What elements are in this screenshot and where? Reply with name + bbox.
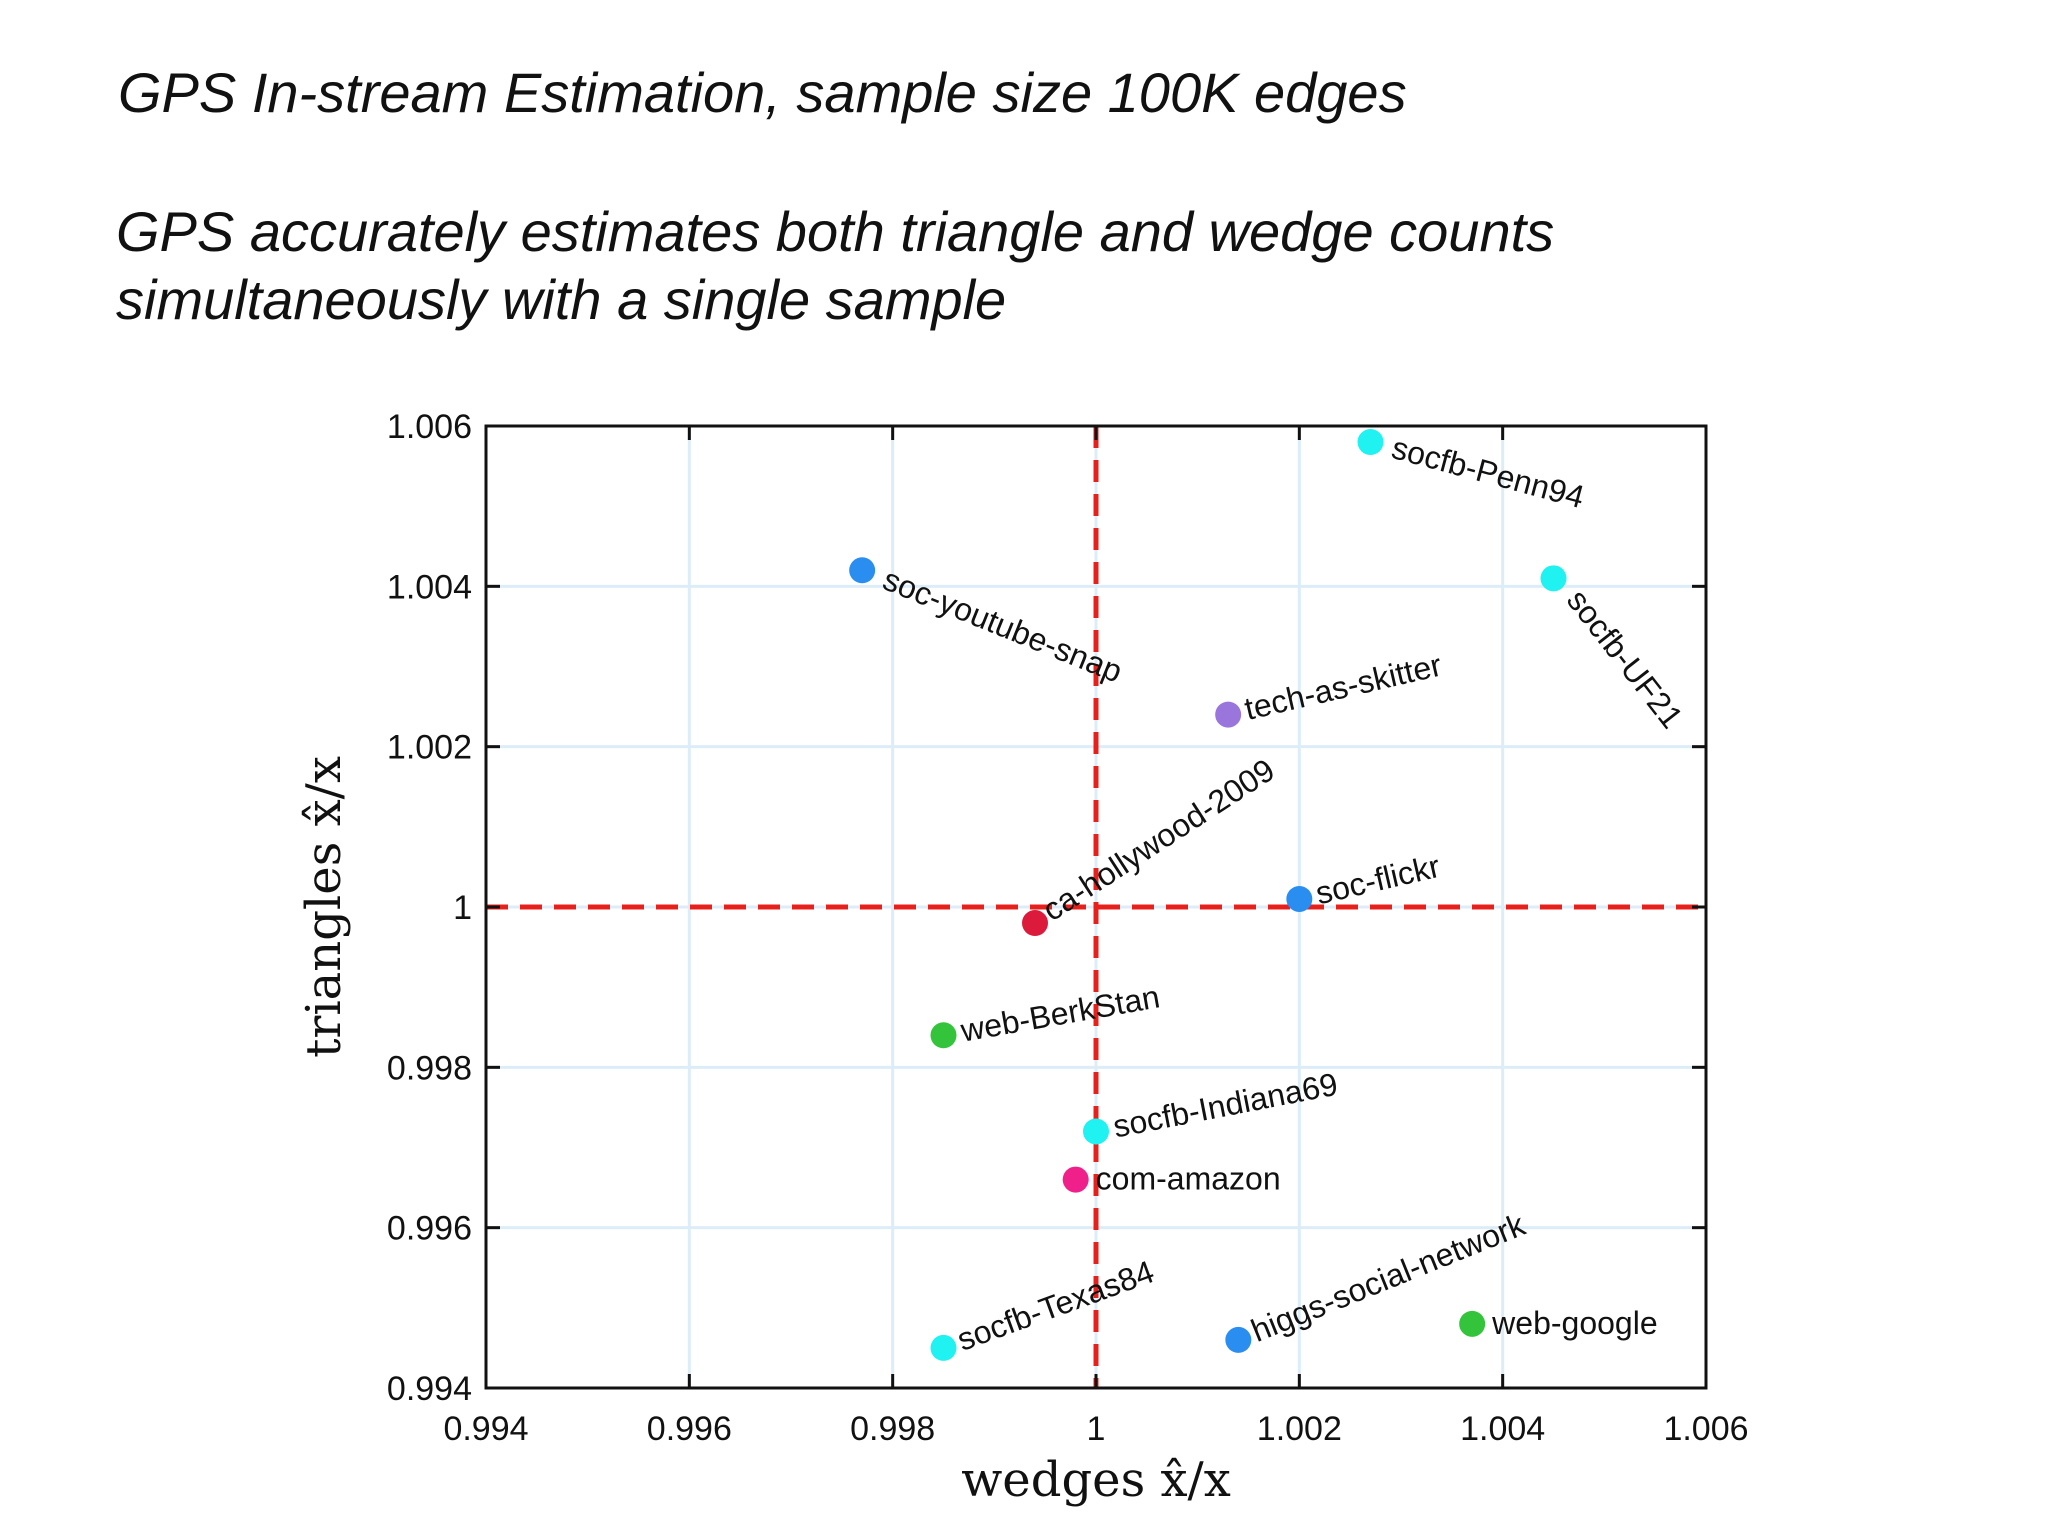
y-axis-title: triangles x̂/x: [296, 756, 352, 1058]
data-point-socfb-Indiana69: [1083, 1118, 1109, 1145]
y-tick-label: 1.004: [387, 568, 472, 606]
data-point-soc-youtube-snap: [849, 557, 876, 584]
data-point-tech-as-skitter: [1215, 701, 1242, 728]
x-tick-label: 1.002: [1257, 1410, 1342, 1448]
data-point-socfb-UF21: [1540, 565, 1567, 592]
y-tick-label: 1.006: [387, 408, 472, 446]
data-point-com-amazon: [1062, 1166, 1089, 1193]
point-label: web-google: [1491, 1305, 1657, 1341]
data-point-ca-hollywood-2009: [1022, 910, 1048, 937]
x-tick-label: 1.004: [1460, 1410, 1545, 1448]
x-tick-label: 0.998: [850, 1410, 935, 1448]
x-tick-label: 0.996: [647, 1410, 732, 1448]
data-point-higgs-social-network: [1225, 1326, 1252, 1353]
data-point-soc-flickr: [1286, 885, 1313, 912]
slide-subtitle: GPS accurately estimates both triangle a…: [116, 198, 1554, 334]
y-tick-label: 0.998: [387, 1049, 472, 1087]
y-tick-label: 0.996: [387, 1210, 472, 1248]
data-point-web-google: [1459, 1310, 1486, 1337]
data-point-socfb-Penn94: [1357, 429, 1384, 456]
x-tick-label: 0.994: [443, 1410, 528, 1448]
data-points: [849, 429, 1567, 1361]
y-tick-label: 1.002: [387, 729, 472, 767]
subtitle-line-2: simultaneously with a single sample: [116, 268, 1007, 331]
subtitle-line-1: GPS accurately estimates both triangle a…: [116, 200, 1555, 263]
data-point-socfb-Texas84: [930, 1334, 957, 1361]
x-tick-label: 1: [1087, 1410, 1106, 1448]
point-label: com-amazon: [1096, 1161, 1281, 1197]
data-point-web-BerkStan: [930, 1022, 957, 1049]
axes: 0.994 0.996 0.998 1 1.002 1.004 1.006 0.994 0.99…: [387, 408, 1749, 1448]
reference-lines: [486, 426, 1706, 1388]
x-axis-title: wedges x̂/x: [961, 1452, 1231, 1508]
slide-title: GPS In-stream Estimation, sample size 10…: [118, 61, 1407, 124]
y-tick-label: 0.994: [387, 1370, 472, 1408]
x-tick-label: 1.006: [1663, 1410, 1748, 1448]
y-tick-label: 1: [453, 889, 472, 927]
